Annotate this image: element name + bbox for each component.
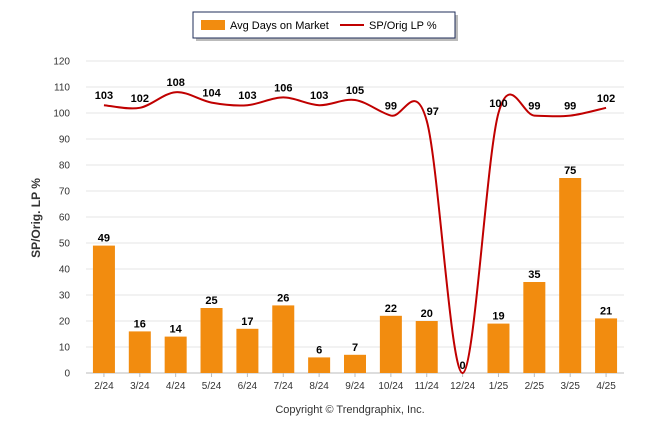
bar bbox=[487, 323, 510, 373]
bar bbox=[164, 336, 187, 373]
line-value-label: 99 bbox=[528, 101, 540, 113]
y-tick-label: 80 bbox=[59, 161, 71, 172]
bar bbox=[595, 318, 618, 373]
y-tick-label: 0 bbox=[64, 369, 70, 380]
line-value-label: 108 bbox=[166, 77, 184, 89]
y-tick-label: 60 bbox=[59, 213, 71, 224]
legend-box bbox=[192, 11, 456, 39]
bar bbox=[379, 315, 402, 373]
bar-value-label: 6 bbox=[316, 344, 322, 356]
line-value-label: 103 bbox=[95, 90, 113, 102]
line-value-label: 105 bbox=[346, 85, 364, 97]
x-axis: 2/24 3/24 4/24 5/24 6/24 7/24 8/24 9/24 10/24 11/… bbox=[94, 373, 616, 392]
y-axis-title: SP/Orig. LP % bbox=[29, 178, 43, 258]
bar bbox=[344, 354, 366, 373]
line-value-label: 99 bbox=[564, 101, 576, 113]
y-tick-label: 40 bbox=[59, 265, 71, 276]
x-tick-label: 8/24 bbox=[309, 381, 329, 392]
y-tick-label: 70 bbox=[59, 187, 71, 198]
line-value-label: 97 bbox=[427, 106, 439, 118]
bar-value-label: 19 bbox=[492, 311, 504, 323]
x-tick-label: 4/25 bbox=[596, 381, 616, 392]
copyright-text: Copyright © Trendgraphix, Inc. bbox=[275, 404, 424, 416]
bar-value-label: 49 bbox=[98, 233, 110, 245]
y-tick-label: 10 bbox=[59, 343, 71, 354]
x-tick-label: 11/24 bbox=[415, 381, 440, 392]
bar-value-label: 14 bbox=[170, 324, 183, 336]
y-tick-label: 120 bbox=[53, 57, 70, 68]
bar bbox=[523, 282, 546, 373]
x-tick-label: 1/25 bbox=[489, 381, 509, 392]
line-value-label: 102 bbox=[131, 93, 149, 105]
bar-value-label: 35 bbox=[528, 269, 540, 281]
legend-line-label: SP/Orig LP % bbox=[369, 20, 437, 32]
x-tick-label: 10/24 bbox=[378, 381, 403, 392]
y-axis: 0 10 20 30 40 50 60 70 80 90 100 110 120 bbox=[53, 57, 70, 380]
legend: Avg Days on Market SP/Orig LP % bbox=[192, 11, 458, 41]
x-tick-label: 7/24 bbox=[274, 381, 294, 392]
x-tick-label: 6/24 bbox=[238, 381, 258, 392]
bars bbox=[92, 178, 618, 373]
y-tick-label: 100 bbox=[53, 109, 70, 120]
x-tick-label: 3/25 bbox=[560, 381, 580, 392]
bar-value-label: 7 bbox=[352, 342, 358, 354]
bar bbox=[415, 321, 438, 373]
bar-value-label: 75 bbox=[564, 165, 576, 177]
bar-value-label: 21 bbox=[600, 305, 612, 317]
bar bbox=[272, 305, 295, 373]
bar-value-label: 22 bbox=[385, 303, 397, 315]
bar-value-label: 0 bbox=[460, 360, 466, 372]
bar bbox=[200, 308, 223, 373]
bar bbox=[308, 357, 331, 373]
bar-value-label: 26 bbox=[277, 292, 289, 304]
x-tick-label: 5/24 bbox=[202, 381, 222, 392]
line-value-label: 102 bbox=[597, 93, 615, 105]
y-tick-label: 30 bbox=[59, 291, 71, 302]
line-value-label: 103 bbox=[238, 90, 256, 102]
legend-bar-swatch bbox=[201, 20, 225, 30]
line-value-label: 103 bbox=[310, 90, 328, 102]
y-tick-label: 110 bbox=[54, 83, 70, 94]
bar-value-label: 16 bbox=[134, 318, 146, 330]
y-tick-label: 20 bbox=[59, 317, 71, 328]
legend-bar-label: Avg Days on Market bbox=[230, 20, 329, 32]
bar-labels: 49 16 14 25 17 26 6 7 22 20 0 19 35 75 21 bbox=[98, 165, 612, 372]
x-tick-label: 2/24 bbox=[94, 381, 114, 392]
y-tick-label: 50 bbox=[59, 239, 71, 250]
bar bbox=[92, 245, 115, 373]
x-tick-label: 2/25 bbox=[525, 381, 545, 392]
bar-value-label: 25 bbox=[205, 295, 217, 307]
y-tick-label: 90 bbox=[59, 135, 71, 146]
bar-value-label: 17 bbox=[241, 316, 253, 328]
x-tick-label: 12/24 bbox=[450, 381, 475, 392]
bar bbox=[128, 331, 151, 373]
bar-value-label: 20 bbox=[421, 308, 433, 320]
x-tick-label: 9/24 bbox=[345, 381, 365, 392]
line-series bbox=[103, 91, 607, 375]
line-labels: 103 102 108 104 103 106 103 105 99 97 100 99 99 102 bbox=[95, 77, 615, 118]
bar bbox=[559, 178, 582, 373]
line-value-label: 99 bbox=[385, 101, 397, 113]
x-tick-label: 4/24 bbox=[166, 381, 186, 392]
line-value-label: 104 bbox=[202, 88, 221, 100]
x-tick-label: 3/24 bbox=[130, 381, 150, 392]
line-value-label: 106 bbox=[274, 82, 292, 94]
line-value-label: 100 bbox=[489, 98, 507, 110]
bar bbox=[236, 328, 259, 373]
